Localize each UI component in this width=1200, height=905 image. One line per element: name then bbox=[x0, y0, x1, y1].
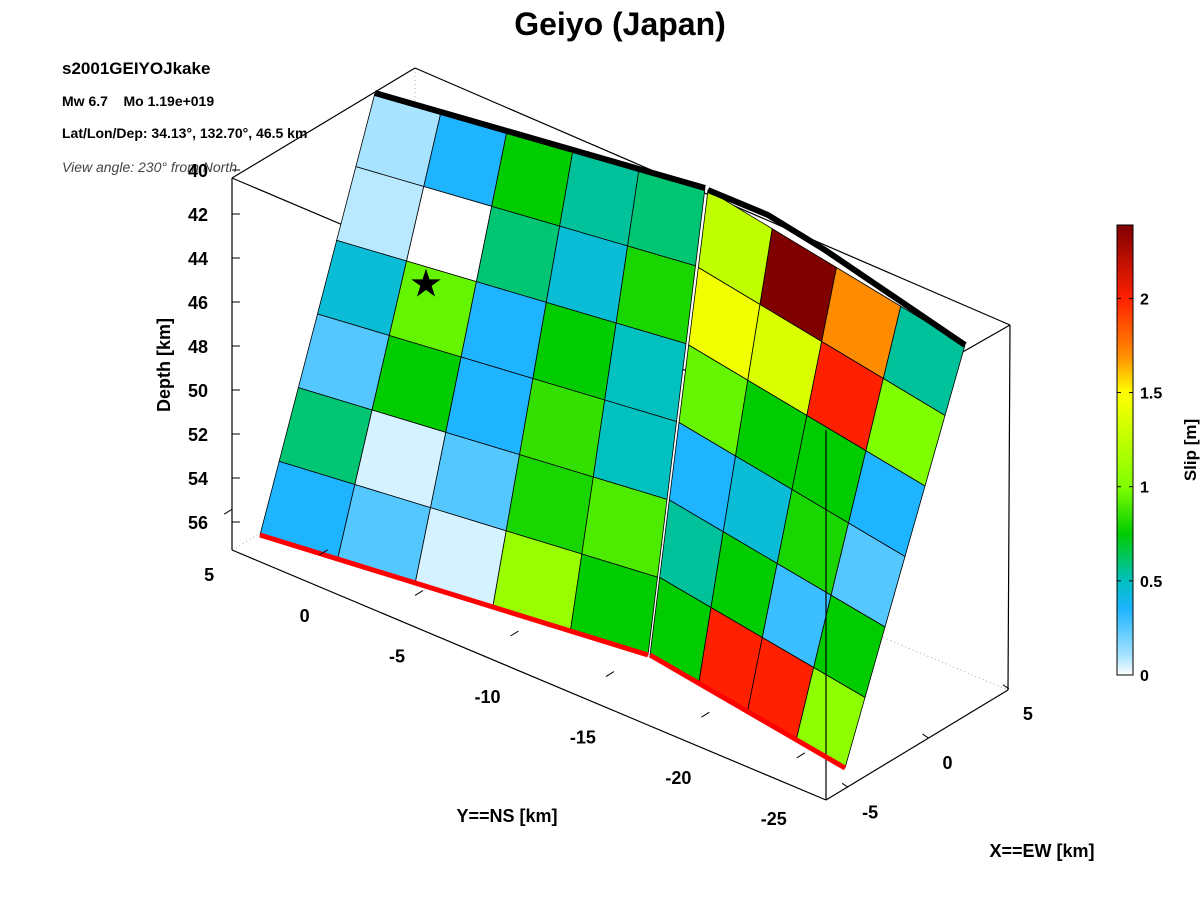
colorbar-tick-label: 1 bbox=[1140, 480, 1149, 497]
fault-box-front bbox=[259, 90, 967, 800]
y-tick-label: -15 bbox=[570, 728, 596, 748]
y-tick-label: 5 bbox=[204, 565, 214, 585]
z-tick-label: 46 bbox=[188, 293, 208, 313]
colorbar-tick-label: 2 bbox=[1140, 291, 1149, 308]
z-tick-label: 50 bbox=[188, 381, 208, 401]
info-line: s2001GEIYOJkake bbox=[62, 59, 210, 78]
colorbar-label: Slip [m] bbox=[1181, 419, 1200, 481]
info-line: View angle: 230° from North bbox=[62, 159, 237, 175]
y-tick bbox=[510, 630, 519, 637]
y-tick-label: -25 bbox=[761, 809, 787, 829]
z-axis-label: Depth [km] bbox=[154, 318, 174, 412]
x-tick-label: 0 bbox=[943, 753, 953, 773]
y-axis-label: Y==NS [km] bbox=[456, 806, 557, 826]
z-tick-label: 40 bbox=[188, 161, 208, 181]
y-tick bbox=[796, 752, 806, 759]
z-tick-label: 48 bbox=[188, 337, 208, 357]
fault-cells bbox=[259, 92, 966, 769]
y-tick-label: -20 bbox=[665, 768, 691, 788]
z-tick-label: 52 bbox=[188, 425, 208, 445]
z-tick-label: 54 bbox=[188, 469, 208, 489]
y-tick-label: -5 bbox=[389, 646, 405, 666]
colorbar-tick-label: 0.5 bbox=[1140, 574, 1162, 591]
y-tick bbox=[605, 671, 615, 678]
info-line: Mw 6.7 Mo 1.19e+019 bbox=[62, 93, 214, 109]
x-tick-label: 5 bbox=[1023, 704, 1033, 724]
z-tick-label: 44 bbox=[188, 249, 208, 269]
x-tick bbox=[841, 782, 849, 788]
colorbar bbox=[1116, 224, 1134, 676]
y-tick bbox=[701, 711, 710, 718]
y-tick-label: -10 bbox=[474, 687, 500, 707]
y-tick bbox=[319, 549, 328, 556]
info-line: Lat/Lon/Dep: 34.13°, 132.70°, 46.5 km bbox=[62, 125, 307, 141]
y-tick bbox=[223, 508, 233, 515]
x-tick-label: -5 bbox=[862, 802, 878, 822]
z-tick-label: 56 bbox=[188, 513, 208, 533]
hypocenter-star: ★ bbox=[411, 265, 441, 303]
x-tick bbox=[922, 733, 929, 739]
colorbar-tick-label: 0 bbox=[1140, 668, 1149, 685]
y-tick bbox=[414, 589, 424, 596]
chart-title: Geiyo (Japan) bbox=[514, 6, 726, 42]
x-tick bbox=[1002, 684, 1010, 690]
z-tick-label: 42 bbox=[188, 205, 208, 225]
y-tick-label: 0 bbox=[300, 606, 310, 626]
x-axis-label: X==EW [km] bbox=[989, 841, 1094, 861]
colorbar-tick-label: 1.5 bbox=[1140, 386, 1162, 403]
